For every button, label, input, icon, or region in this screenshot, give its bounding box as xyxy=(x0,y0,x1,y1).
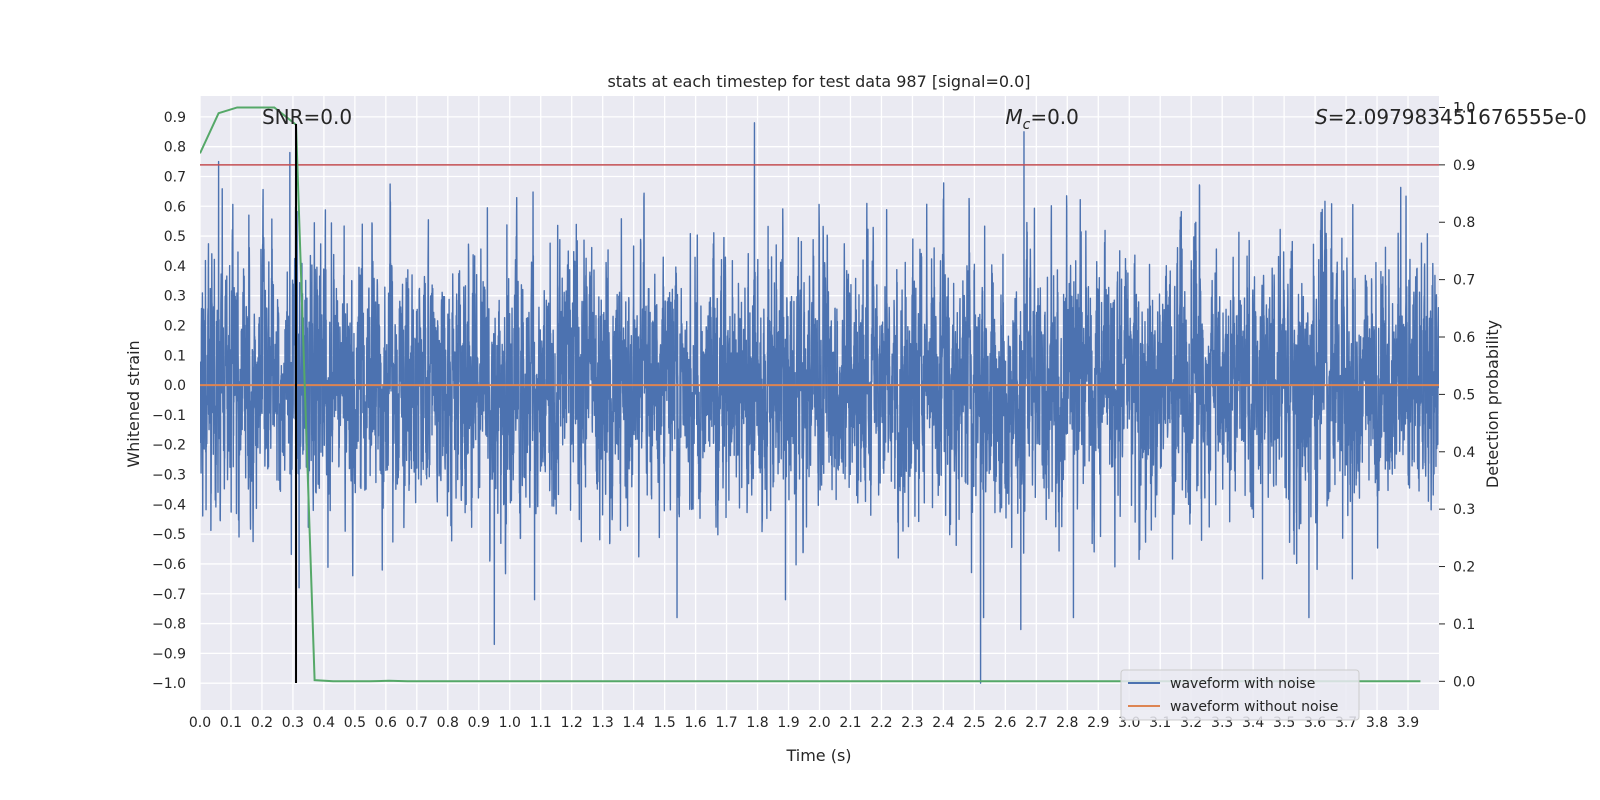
x-tick-label: 2.0 xyxy=(808,715,830,731)
x-tick-label: 2.9 xyxy=(1087,715,1109,731)
legend-box xyxy=(1120,669,1360,721)
y-tick-label: 0.0 xyxy=(164,378,186,394)
x-tick-label: 1.4 xyxy=(623,715,645,731)
y-tick-label: 0.5 xyxy=(164,229,186,245)
tick-labels: 0.0 0.1 0.2 0.3 0.4 0.5 0.6 0.7 0.8 0.9 1.0 1.1 1.2 1… xyxy=(152,100,1475,731)
series-layer xyxy=(200,106,1439,684)
y-tick-label: −0.7 xyxy=(152,587,186,603)
x-tick-label: 0.6 xyxy=(375,715,397,731)
y2-tick-label: 0.2 xyxy=(1453,560,1475,576)
y-tick-label: 0.4 xyxy=(164,259,186,275)
annotation-spin: S=2.097983451676555e-0 xyxy=(1315,105,1587,129)
legend-label: waveform with noise xyxy=(1170,676,1315,692)
x-tick-label: 0.0 xyxy=(189,715,211,731)
y2-tick-label: 0.9 xyxy=(1453,158,1475,174)
y-tick-label: 0.9 xyxy=(164,110,186,126)
y-tick-label: 0.2 xyxy=(164,319,186,335)
x-tick-label: 3.9 xyxy=(1397,715,1419,731)
x-tick-label: 1.0 xyxy=(499,715,521,731)
y-tick-label: −1.0 xyxy=(152,676,186,692)
x-tick-label: 0.5 xyxy=(344,715,366,731)
annotation-chirp-mass: Mc=0.0 xyxy=(1005,105,1079,133)
x-tick-label: 2.2 xyxy=(870,715,892,731)
x-tick-label: 1.2 xyxy=(561,715,583,731)
y2-tick-label: 0.1 xyxy=(1453,617,1475,633)
y2-tick-label: 0.6 xyxy=(1453,330,1475,346)
y2-tick-label: 0.0 xyxy=(1453,674,1475,690)
x-tick-label: 0.4 xyxy=(313,715,335,731)
x-tick-label: 0.2 xyxy=(251,715,273,731)
series-waveform-with-noise xyxy=(200,122,1439,684)
legend-label: waveform without noise xyxy=(1170,699,1338,715)
y-tick-label: −0.9 xyxy=(152,646,186,662)
y-tick-label: 0.6 xyxy=(164,199,186,215)
y2-tick-label: 0.8 xyxy=(1453,215,1475,231)
series-detection-probability xyxy=(200,106,1421,683)
x-tick-label: 2.6 xyxy=(994,715,1016,731)
x-tick-label: 0.3 xyxy=(282,715,304,731)
x-tick-label: 2.8 xyxy=(1056,715,1078,731)
y-tick-label: −0.5 xyxy=(152,527,186,543)
y2-tick-label: 0.4 xyxy=(1453,445,1475,461)
x-tick-label: 1.5 xyxy=(653,715,675,731)
x-tick-label: 2.7 xyxy=(1025,715,1047,731)
x-tick-label: 0.9 xyxy=(468,715,490,731)
x-tick-label: 0.1 xyxy=(220,715,242,731)
y-tick-label: 0.3 xyxy=(164,289,186,305)
y2-tick-label: 0.3 xyxy=(1453,502,1475,518)
x-tick-label: 1.3 xyxy=(592,715,614,731)
x-tick-label: 1.9 xyxy=(777,715,799,731)
y-tick-label: −0.3 xyxy=(152,468,186,484)
chart-title: stats at each timestep for test data 987… xyxy=(607,72,1030,91)
x-tick-label: 2.3 xyxy=(901,715,923,731)
x-tick-label: 0.7 xyxy=(406,715,428,731)
x-tick-label: 1.6 xyxy=(684,715,706,731)
y2-axis-label: Detection probability xyxy=(1483,320,1502,488)
x-tick-label: 1.8 xyxy=(746,715,768,731)
y2-tick-label-top: 1.0 xyxy=(1453,100,1475,116)
y-tick-label: 0.1 xyxy=(164,348,186,364)
y-tick-label: 0.8 xyxy=(164,140,186,156)
x-tick-label: 1.7 xyxy=(715,715,737,731)
x-tick-label: 2.1 xyxy=(839,715,861,731)
y2-tick-label: 0.7 xyxy=(1453,273,1475,289)
y-tick-label: −0.6 xyxy=(152,557,186,573)
y-tick-label: −0.8 xyxy=(152,617,186,633)
x-tick-label: 0.8 xyxy=(437,715,459,731)
y-tick-label: −0.2 xyxy=(152,438,186,454)
x-tick-label: 1.1 xyxy=(530,715,552,731)
annotation-snr: SNR=0.0 xyxy=(262,105,352,129)
y-tick-label: −0.1 xyxy=(152,408,186,424)
y2-tick-label: 0.5 xyxy=(1453,387,1475,403)
y-tick-label: −0.4 xyxy=(152,497,186,513)
annotations: SNR=0.0 Mc=0.0 S=2.097983451676555e-01.0 xyxy=(262,100,1587,133)
y-tick-label: 0.7 xyxy=(164,169,186,185)
x-tick-label: 3.8 xyxy=(1366,715,1388,731)
y2-tick-label: 1.0 xyxy=(1453,100,1475,116)
x-tick-label: 2.4 xyxy=(932,715,954,731)
legend: waveform with noise waveform without nois… xyxy=(1120,669,1360,721)
x-tick-label: 2.5 xyxy=(963,715,985,731)
y-axis-label: Whitened strain xyxy=(124,340,143,467)
x-axis-label: Time (s) xyxy=(785,746,851,765)
